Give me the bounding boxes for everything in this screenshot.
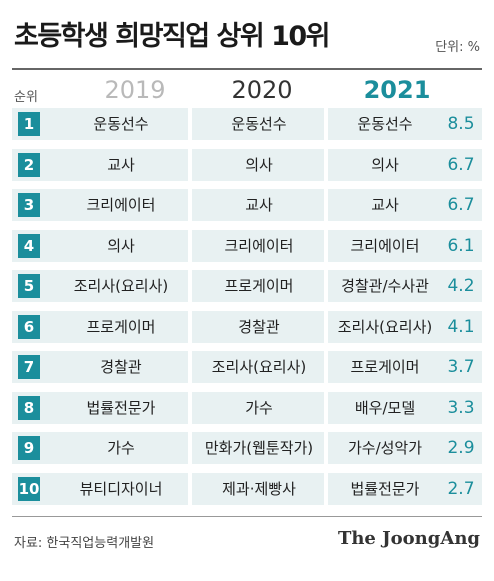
percent-2021: 6.7	[447, 154, 475, 175]
percent-2021: 6.7	[447, 195, 475, 215]
column-separator	[324, 432, 328, 464]
unit-label: 단위: %	[435, 40, 480, 55]
column-separator	[324, 229, 328, 262]
job-2021: 경찰관/수사관	[341, 277, 429, 295]
rank-header: 순위	[14, 90, 38, 105]
column-separator	[324, 351, 328, 383]
job-2021: 의사	[371, 155, 399, 174]
job-2021: 프로게이머	[350, 358, 420, 376]
brand-logo: The JoongAng	[337, 528, 480, 549]
table-row: 7 경찰관 조리사(요리사) 프로게이머 3.7	[12, 351, 482, 383]
job-2021: 법률전문가	[350, 479, 420, 498]
rank-badge: 3	[18, 193, 40, 217]
job-2020: 가수	[245, 398, 273, 417]
percent-2021: 4.2	[447, 276, 475, 296]
column-separator	[188, 310, 192, 343]
rank-badge: 2	[18, 152, 40, 177]
rank-badge: 9	[18, 436, 40, 460]
job-2021: 배우/모델	[354, 398, 416, 417]
job-2019: 프로게이머	[86, 317, 156, 336]
column-separator	[188, 391, 192, 424]
year-2019-header: 2019	[104, 76, 166, 104]
job-2020: 의사	[245, 155, 273, 174]
rank-badge: 7	[18, 355, 40, 379]
column-separator	[188, 472, 192, 505]
ranking-table: 1 운동선수 운동선수 운동선수 8.5 2 교사 의사 의사 6.7 3 크리에이터 교사 교사 6.7 4…	[12, 108, 482, 513]
table-row: 2 교사 의사 의사 6.7	[12, 148, 482, 181]
column-separator	[188, 229, 192, 262]
source-note: 자료: 한국직업능력개발원	[14, 536, 155, 551]
table-header: 순위 2019 2020 2021	[12, 74, 482, 108]
job-2020: 제과·제빵사	[222, 479, 296, 498]
job-2020: 조리사(요리사)	[211, 358, 307, 376]
percent-2021: 3.7	[447, 357, 475, 377]
column-separator	[188, 189, 192, 221]
rank-badge: 4	[18, 233, 40, 258]
column-separator	[324, 148, 328, 181]
job-2021: 조리사(요리사)	[337, 317, 433, 336]
job-2019: 조리사(요리사)	[73, 277, 169, 295]
table-row: 3 크리에이터 교사 교사 6.7	[12, 189, 482, 221]
rank-badge: 6	[18, 314, 40, 339]
column-separator	[324, 310, 328, 343]
table-row: 1 운동선수 운동선수 운동선수 8.5	[12, 108, 482, 140]
column-separator	[324, 108, 328, 140]
job-2019: 가수	[107, 439, 135, 457]
page-title: 초등학생 희망직업 상위 10위	[14, 21, 331, 52]
column-separator	[324, 189, 328, 221]
table-row: 4 의사 크리에이터 크리에이터 6.1	[12, 229, 482, 262]
percent-2021: 8.5	[447, 114, 475, 134]
percent-2021: 2.9	[447, 438, 475, 458]
percent-2021: 3.3	[447, 397, 475, 418]
column-separator	[324, 270, 328, 302]
year-2020-header: 2020	[231, 76, 293, 104]
column-separator	[188, 351, 192, 383]
job-2019: 교사	[107, 155, 135, 174]
table-row: 9 가수 만화가(웹툰작가) 가수/성악가 2.9	[12, 432, 482, 464]
rank-badge: 5	[18, 274, 40, 298]
job-2019: 의사	[107, 236, 135, 255]
column-separator	[188, 270, 192, 302]
job-2019: 법률전문가	[86, 398, 156, 417]
bottom-divider	[12, 516, 482, 517]
percent-2021: 2.7	[447, 478, 475, 499]
table-row: 6 프로게이머 경찰관 조리사(요리사) 4.1	[12, 310, 482, 343]
job-2019: 경찰관	[100, 358, 142, 376]
percent-2021: 6.1	[447, 235, 475, 256]
table-row: 5 조리사(요리사) 프로게이머 경찰관/수사관 4.2	[12, 270, 482, 302]
job-2019: 운동선수	[93, 115, 149, 133]
job-2020: 경찰관	[238, 317, 280, 336]
job-2020: 프로게이머	[224, 277, 294, 295]
column-separator	[324, 391, 328, 424]
job-2021: 가수/성악가	[347, 439, 423, 457]
job-2019: 뷰티디자이너	[79, 479, 163, 498]
job-2021: 교사	[371, 196, 399, 214]
column-separator	[188, 432, 192, 464]
job-2019: 크리에이터	[86, 196, 156, 214]
job-2020: 만화가(웹툰작가)	[204, 439, 314, 457]
table-row: 10 뷰티디자이너 제과·제빵사 법률전문가 2.7	[12, 472, 482, 505]
top-divider	[12, 68, 482, 70]
job-2021: 운동선수	[357, 115, 413, 133]
column-separator	[188, 148, 192, 181]
rank-badge: 1	[18, 112, 40, 136]
job-2020: 크리에이터	[224, 236, 294, 255]
job-2021: 크리에이터	[350, 236, 420, 255]
rank-badge: 10	[18, 476, 40, 501]
table-row: 8 법률전문가 가수 배우/모델 3.3	[12, 391, 482, 424]
rank-badge: 8	[18, 395, 40, 420]
year-2021-header: 2021	[363, 76, 431, 104]
job-2020: 운동선수	[231, 115, 287, 133]
percent-2021: 4.1	[447, 316, 475, 337]
job-2020: 교사	[245, 196, 273, 214]
column-separator	[324, 472, 328, 505]
column-separator	[188, 108, 192, 140]
